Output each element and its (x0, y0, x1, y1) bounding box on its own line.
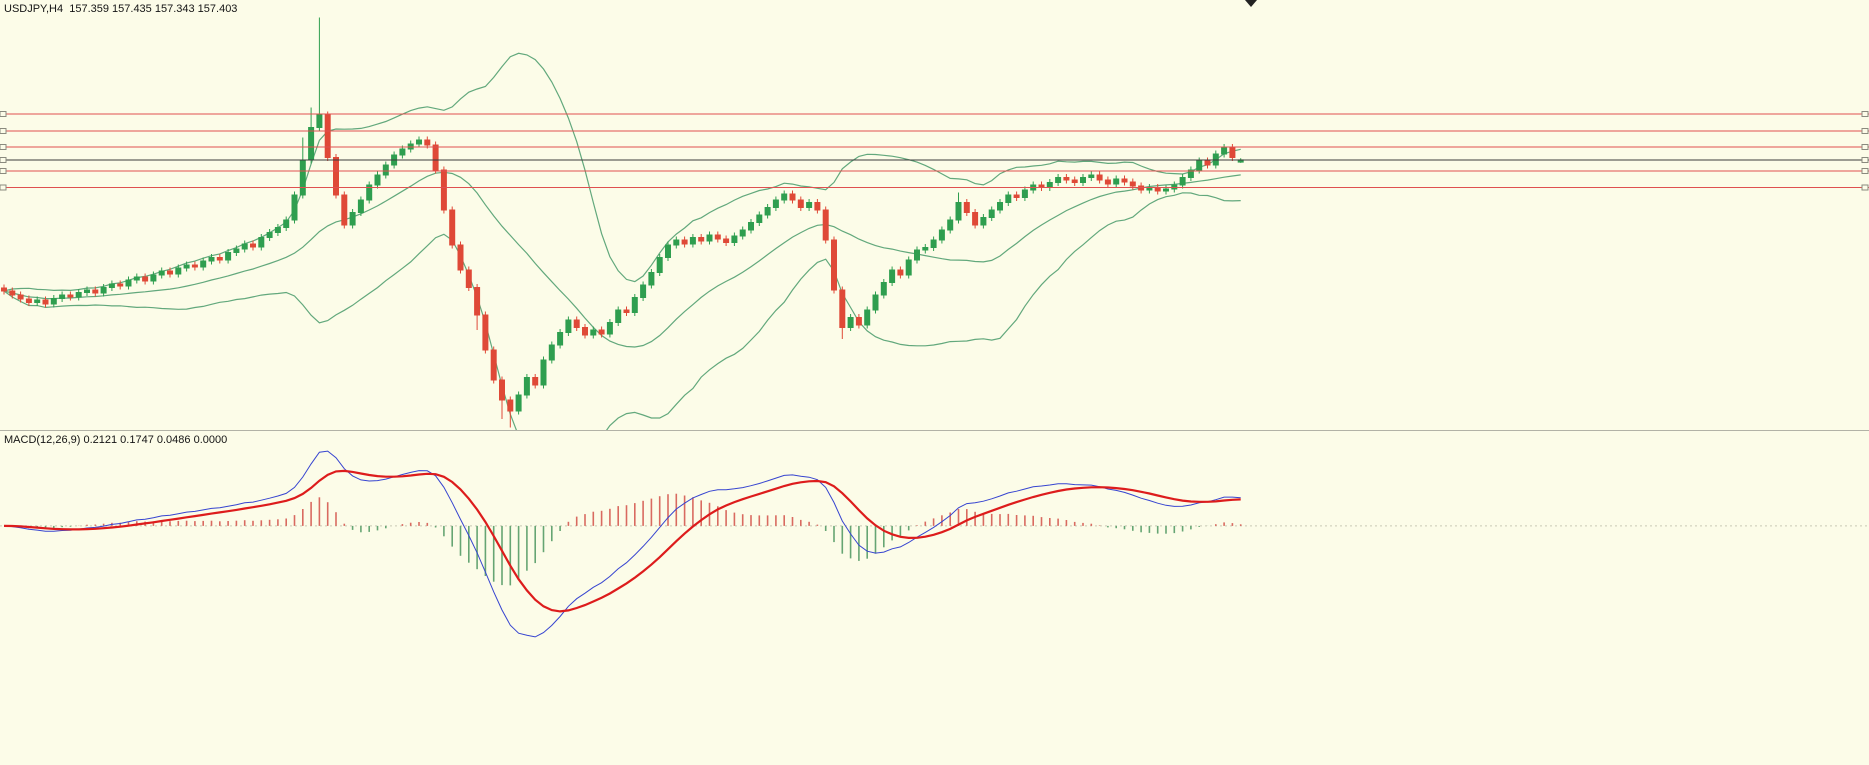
level-edge-marker-left[interactable] (0, 111, 7, 117)
level-edge-marker-left[interactable] (0, 128, 7, 134)
macd-signal-line (3, 469, 1241, 613)
price-panel (1, 17, 1244, 430)
macd-indicator-label: MACD(12,26,9) 0.2121 0.1747 0.0486 0.000… (4, 434, 228, 446)
level-edge-marker-left[interactable] (0, 144, 7, 150)
level-edge-marker-left[interactable] (0, 184, 7, 191)
level-edge-marker-right[interactable] (1861, 168, 1869, 174)
level-edge-marker-right[interactable] (1861, 144, 1869, 150)
bollinger-upper-band (3, 52, 1241, 292)
level-edge-marker-right[interactable] (1861, 111, 1869, 117)
macd-indicator-panel (0, 450, 1869, 638)
level-edge-marker-right[interactable] (1861, 184, 1869, 191)
candles-layer (1, 17, 1244, 428)
level-edge-marker-left[interactable] (0, 168, 7, 174)
level-edge-marker-left[interactable] (0, 157, 7, 163)
object-marker-triangle-icon[interactable] (1245, 0, 1257, 7)
macd-histogram (11, 493, 1242, 586)
bollinger-lower-band (3, 192, 1241, 430)
level-edge-marker-right[interactable] (1861, 128, 1869, 134)
macd-main-line (3, 450, 1241, 638)
level-edge-marker-right[interactable] (1861, 157, 1869, 163)
symbol-ohlc-label: USDJPY,H4 157.359 157.435 157.343 157.40… (4, 3, 238, 15)
bollinger-middle-band (3, 171, 1241, 348)
